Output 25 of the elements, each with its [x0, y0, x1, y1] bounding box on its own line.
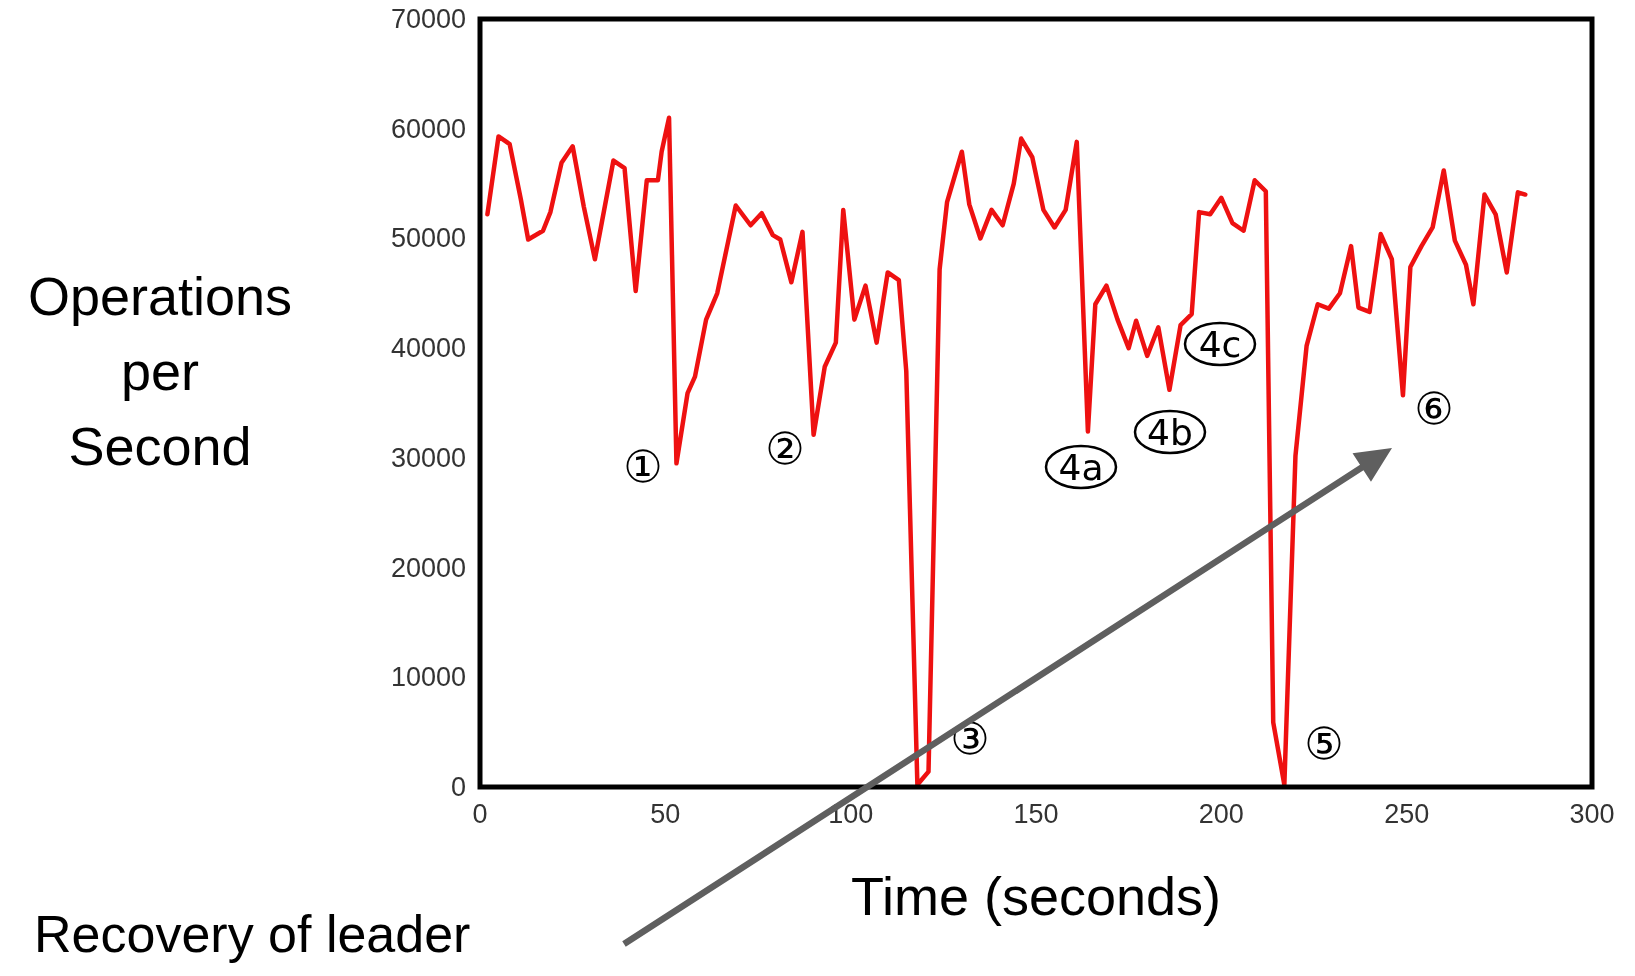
x-tick-label: 300	[1569, 799, 1615, 829]
x-tick-label: 250	[1384, 799, 1430, 829]
y-tick-label: 40000	[390, 333, 466, 364]
y-tick-label: 10000	[390, 662, 466, 693]
line-series	[485, 115, 1528, 788]
annotation: ⑥	[1414, 382, 1454, 434]
x-tick-label: 50	[650, 799, 681, 829]
y-axis-title: Operations per Second	[27, 266, 293, 476]
y-tick-label: 70000	[390, 4, 466, 34]
text: Recovery of leader	[34, 905, 471, 963]
y-tick-label: 50000	[390, 223, 466, 254]
annotation: ⑤	[1304, 717, 1344, 769]
x-tick-label: 200	[1198, 799, 1244, 829]
annotation: 4b	[1147, 411, 1193, 453]
y-tick-label: 0	[450, 772, 466, 802]
annotation: ①	[623, 440, 663, 492]
x-tick-label: 0	[472, 799, 488, 829]
y-tick-label: 30000	[390, 442, 466, 473]
annotation: ②	[765, 422, 805, 474]
x-axis-title: Time (seconds)	[850, 866, 1222, 926]
annotation: 4c	[1198, 323, 1242, 365]
y-tick-label: 60000	[390, 113, 466, 144]
annotation: 4a	[1058, 446, 1104, 488]
y-tick-label: 20000	[390, 552, 466, 583]
x-tick-label: 150	[1013, 799, 1059, 829]
